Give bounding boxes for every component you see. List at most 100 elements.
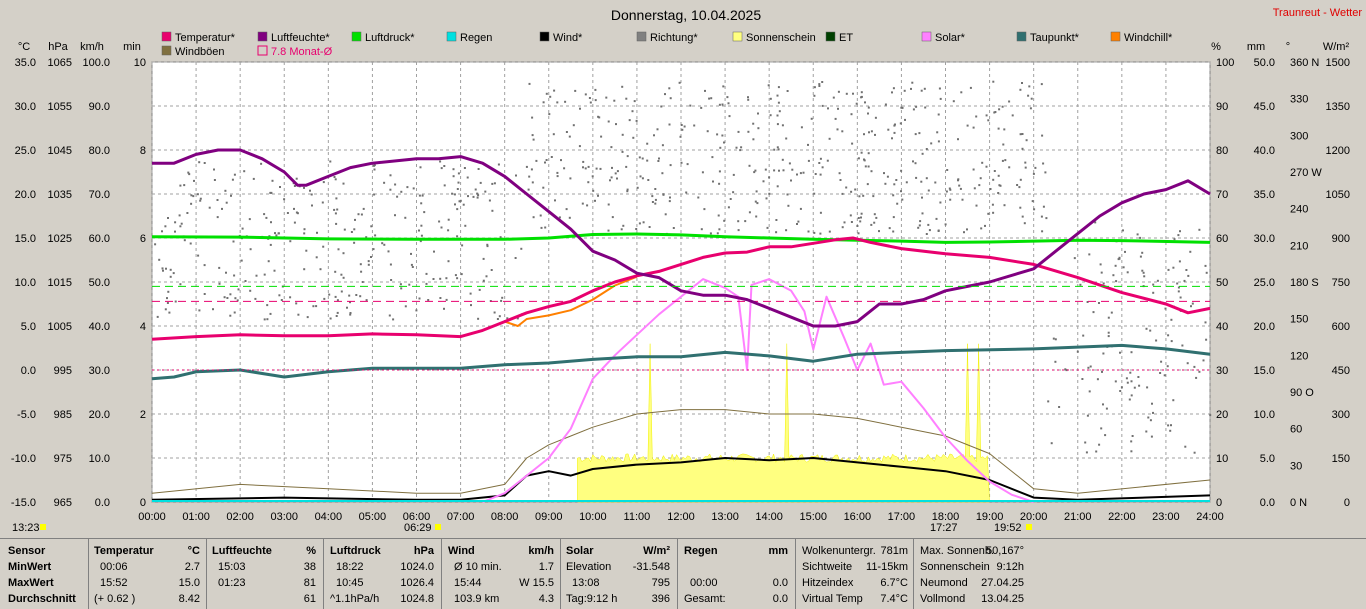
direction-dot xyxy=(183,239,186,242)
direction-dot xyxy=(564,100,567,103)
tick-x: 21:00 xyxy=(1064,511,1092,523)
direction-dot xyxy=(721,134,724,137)
direction-dot xyxy=(963,231,965,234)
direction-dot xyxy=(613,99,616,102)
direction-dot xyxy=(754,169,757,172)
direction-dot xyxy=(678,81,681,84)
direction-dot xyxy=(1058,406,1061,408)
tick-dir: 180 S xyxy=(1290,277,1319,289)
direction-dot xyxy=(901,106,904,109)
direction-dot xyxy=(818,85,821,87)
direction-dot xyxy=(1189,250,1192,253)
direction-dot xyxy=(836,128,839,131)
direction-dot xyxy=(452,175,455,178)
unit-hum: % xyxy=(1211,41,1221,53)
direction-dot xyxy=(896,202,899,205)
tick-x: 20:00 xyxy=(1020,511,1048,523)
legend-label: 7.8 Monat-Ø xyxy=(271,46,333,58)
direction-dot xyxy=(775,219,778,221)
direction-dot xyxy=(361,281,364,283)
direction-dot xyxy=(591,175,594,178)
direction-dot xyxy=(569,177,572,180)
direction-dot xyxy=(813,86,816,89)
direction-dot xyxy=(704,89,706,92)
unit-dir: ° xyxy=(1286,41,1290,53)
direction-dot xyxy=(389,263,392,266)
direction-dot xyxy=(777,86,780,89)
stats-value: 1024.8 xyxy=(400,593,434,605)
direction-dot xyxy=(710,97,713,100)
direction-dot xyxy=(1016,184,1019,186)
series-line xyxy=(151,457,1211,501)
direction-dot xyxy=(748,164,751,167)
direction-dot xyxy=(221,207,223,210)
legend-label: Solar* xyxy=(935,32,966,44)
direction-dot xyxy=(589,101,592,104)
direction-dot xyxy=(556,101,559,104)
direction-dot xyxy=(839,179,842,181)
direction-dot xyxy=(370,256,372,258)
direction-dot xyxy=(1159,372,1162,374)
direction-dot xyxy=(203,162,206,164)
tick-press: 1055 xyxy=(48,101,72,113)
direction-dot xyxy=(1130,351,1133,354)
direction-dot xyxy=(607,120,610,123)
stats-time: 15:03 xyxy=(218,561,246,573)
tick-press: 965 xyxy=(54,497,72,509)
legend-swatch xyxy=(1110,31,1121,42)
direction-dot xyxy=(353,241,356,244)
sunrise-time: 06:29 xyxy=(404,522,432,534)
direction-dot xyxy=(887,128,890,131)
direction-dot xyxy=(1202,359,1205,362)
direction-dot xyxy=(891,137,893,140)
direction-dot xyxy=(1045,217,1048,220)
direction-dot xyxy=(486,243,489,246)
direction-dot xyxy=(679,135,682,138)
direction-dot xyxy=(870,170,873,173)
direction-dot xyxy=(1167,334,1170,337)
direction-dot xyxy=(1163,374,1166,377)
direction-dot xyxy=(626,190,629,193)
direction-dot xyxy=(167,217,169,219)
direction-dot xyxy=(781,158,784,161)
tick-rain: 35.0 xyxy=(1254,189,1275,201)
tick-press: 1015 xyxy=(48,277,72,289)
site-link[interactable]: Traunreut - Wetter xyxy=(1273,7,1363,19)
direction-dot xyxy=(563,167,566,170)
tick-press: 975 xyxy=(54,453,72,465)
direction-dot xyxy=(1041,134,1044,137)
direction-dot xyxy=(920,180,923,183)
direction-dot xyxy=(439,160,442,163)
tick-min: 4 xyxy=(140,321,146,333)
direction-dot xyxy=(796,223,798,225)
direction-dot xyxy=(855,102,858,105)
tick-wind: 60.0 xyxy=(89,233,110,245)
direction-dot xyxy=(226,297,229,299)
direction-dot xyxy=(978,184,981,187)
direction-dot xyxy=(443,165,446,167)
direction-dot xyxy=(1141,251,1144,254)
direction-dot xyxy=(936,131,939,134)
direction-dot xyxy=(477,168,480,170)
direction-dot xyxy=(747,98,750,101)
direction-dot xyxy=(810,117,813,120)
direction-dot xyxy=(179,283,182,286)
direction-dot xyxy=(1102,352,1105,355)
direction-dot xyxy=(418,194,421,197)
direction-dot xyxy=(1019,133,1022,136)
tick-rain: 5.0 xyxy=(1260,453,1275,465)
direction-dot xyxy=(531,116,534,119)
direction-dot xyxy=(1098,302,1100,304)
direction-dot xyxy=(841,192,844,195)
direction-dot xyxy=(732,191,735,194)
tick-min: 10 xyxy=(134,57,146,69)
direction-dot xyxy=(873,213,876,216)
direction-dot xyxy=(837,107,839,110)
direction-dot xyxy=(701,171,704,174)
stats-value: 0.0 xyxy=(772,593,788,605)
direction-dot xyxy=(1145,327,1148,330)
direction-dot xyxy=(697,196,700,199)
direction-dot xyxy=(680,124,683,126)
direction-dot xyxy=(474,188,477,191)
tick-dir: 150 xyxy=(1290,314,1308,326)
